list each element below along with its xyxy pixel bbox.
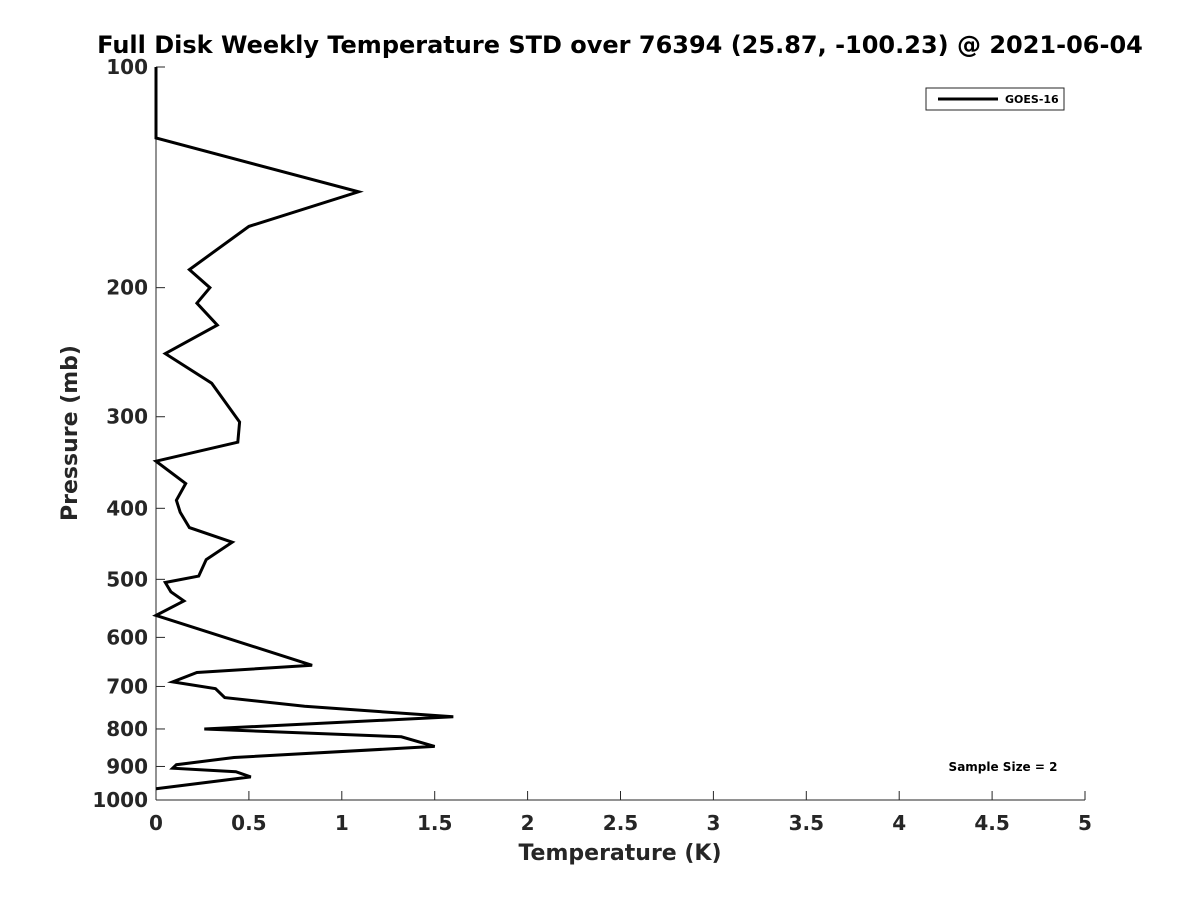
y-tick-label: 100 [106, 55, 148, 79]
x-tick-label: 0 [149, 811, 163, 835]
y-axis-label: Pressure (mb) [58, 345, 83, 521]
sample-size-annotation: Sample Size = 2 [949, 760, 1058, 774]
chart-title: Full Disk Weekly Temperature STD over 76… [97, 31, 1143, 59]
x-tick-label: 1.5 [417, 811, 452, 835]
y-tick-label: 500 [106, 567, 148, 591]
y-tick-label: 700 [106, 674, 148, 698]
y-tick-label: 200 [106, 276, 148, 300]
legend-label: GOES-16 [1005, 93, 1059, 106]
x-tick-label: 4 [892, 811, 906, 835]
y-tick-label: 400 [106, 496, 148, 520]
axes: 0 0.5 1 1.5 2 2.5 3 3.5 4 4.5 5 100 200 300 400 500 600 7… [92, 55, 1092, 835]
y-tick-label: 300 [106, 405, 148, 429]
plot-area [156, 67, 1085, 800]
x-tick-label: 2.5 [603, 811, 638, 835]
x-tick-label: 5 [1078, 811, 1092, 835]
y-tick-label: 1000 [92, 788, 148, 812]
series-line-goes-16 [152, 67, 454, 791]
x-tick-label: 4.5 [974, 811, 1009, 835]
y-tick-label: 600 [106, 625, 148, 649]
x-axis-label: Temperature (K) [518, 841, 721, 866]
series-layer [152, 67, 454, 791]
x-tick-label: 3 [706, 811, 720, 835]
y-tick-label: 800 [106, 717, 148, 741]
x-tick-label: 3.5 [789, 811, 824, 835]
x-tick-label: 1 [335, 811, 349, 835]
x-tick-label: 2 [521, 811, 535, 835]
x-tick-label: 0.5 [231, 811, 266, 835]
y-tick-label: 900 [106, 754, 148, 778]
legend: GOES-16 [925, 87, 1065, 111]
